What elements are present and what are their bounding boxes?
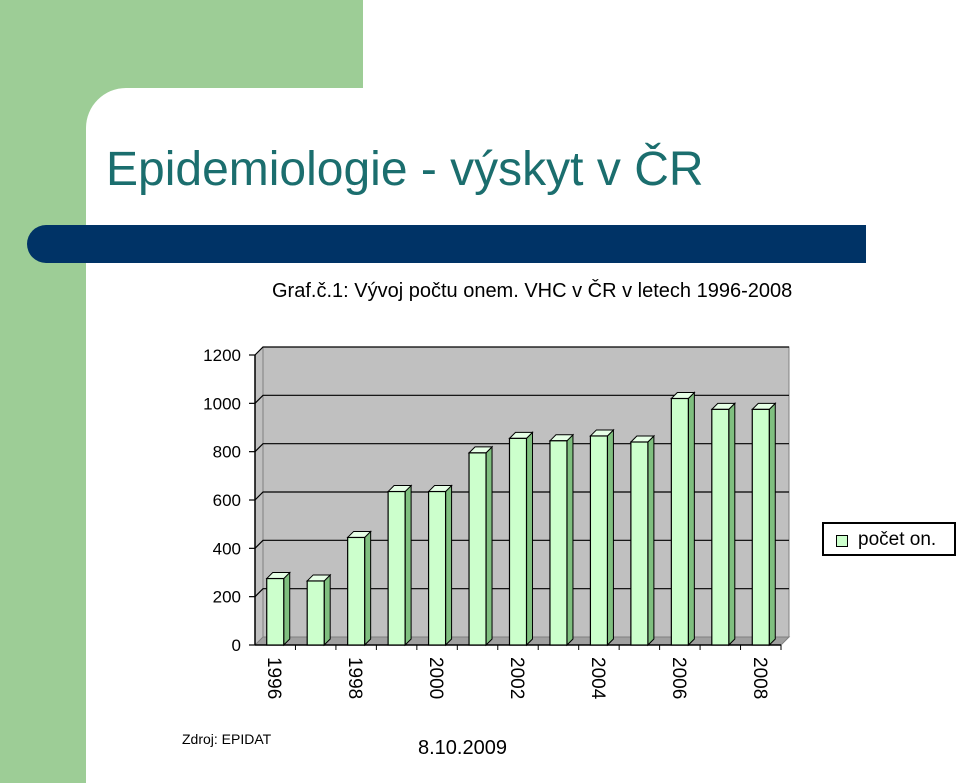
bar bbox=[549, 440, 568, 646]
bar bbox=[508, 437, 528, 646]
bar bbox=[427, 490, 447, 646]
x-tick-label: 2008 bbox=[749, 657, 770, 699]
bar-side bbox=[283, 571, 291, 647]
x-tick-label: 1998 bbox=[344, 657, 365, 699]
bar-side bbox=[404, 484, 412, 647]
slide-date: 8.10.2009 bbox=[418, 737, 507, 759]
x-tick-label: 2006 bbox=[668, 657, 689, 699]
x-tick-label: 2002 bbox=[506, 657, 527, 699]
y-tick-label: 1000 bbox=[203, 394, 241, 413]
x-tick-label: 1996 bbox=[263, 657, 284, 699]
chart-title: Graf.č.1: Vývoj počtu onem. VHC v ČR v l… bbox=[272, 280, 793, 302]
chart-legend: počet on. bbox=[822, 522, 956, 556]
bar-side bbox=[364, 530, 372, 647]
slide-title: Epidemiologie - výskyt v ČR bbox=[106, 143, 704, 196]
bar bbox=[266, 577, 285, 646]
bar bbox=[306, 580, 325, 646]
bar bbox=[589, 435, 609, 646]
y-tick-label: 400 bbox=[213, 539, 241, 558]
y-tick-label: 1200 bbox=[203, 346, 241, 365]
bar-side bbox=[445, 484, 453, 647]
bar-side bbox=[566, 433, 574, 647]
bar-side bbox=[526, 431, 533, 647]
x-tick-label: 2004 bbox=[587, 657, 608, 700]
y-tick-label: 800 bbox=[213, 443, 241, 462]
y-tick-label: 200 bbox=[213, 588, 241, 607]
bar bbox=[387, 490, 406, 646]
bar bbox=[751, 408, 770, 646]
legend-label: počet on. bbox=[858, 529, 937, 550]
bar bbox=[630, 441, 649, 646]
bar-side bbox=[647, 434, 655, 647]
y-tick-label: 0 bbox=[232, 636, 241, 655]
bar-side bbox=[768, 402, 776, 647]
bar bbox=[468, 452, 487, 646]
bar-side bbox=[606, 428, 614, 647]
gridline bbox=[254, 346, 789, 356]
bar bbox=[711, 408, 730, 646]
bar-side bbox=[687, 391, 695, 647]
title-underline-bar bbox=[27, 225, 866, 263]
y-tick-label: 600 bbox=[213, 491, 241, 510]
bar-side bbox=[323, 573, 331, 647]
bar bbox=[670, 397, 689, 646]
x-tick-label: 2000 bbox=[425, 657, 446, 699]
gridline bbox=[254, 394, 789, 404]
bar-side bbox=[485, 445, 493, 647]
bar bbox=[347, 536, 366, 646]
legend-swatch bbox=[836, 535, 848, 547]
bar-side bbox=[728, 402, 736, 647]
source-note: Zdroj: EPIDAT bbox=[182, 731, 272, 747]
